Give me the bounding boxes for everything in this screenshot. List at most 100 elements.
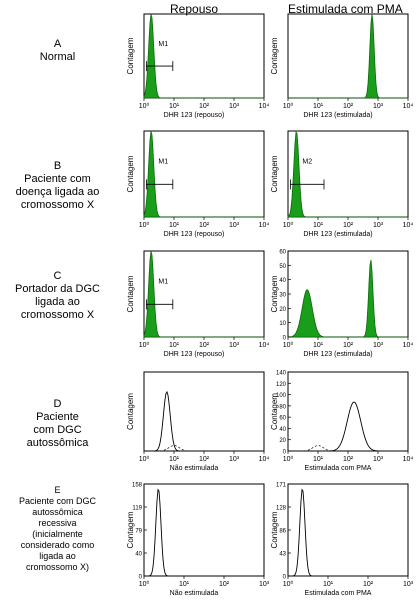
y-axis-label: Contagem xyxy=(126,155,135,192)
y-tick-label: 0 xyxy=(139,575,143,581)
chart-b-rest: Contagem M1 10⁰ 10¹ 10² 10³ 10⁴ DHR 123 (repous… xyxy=(126,127,270,248)
x-tick-label: 10² xyxy=(343,222,354,229)
x-tick-label: 10¹ xyxy=(313,103,324,110)
x-tick-label: 10³ xyxy=(373,222,384,229)
y-tick-label: 43 xyxy=(279,552,286,558)
chart-a-stimulated: Contagem 10⁰ 10¹ 10² 10³ 10⁴ DHR 123 (estimula… xyxy=(270,10,413,129)
x-tick-label: 10³ xyxy=(403,581,414,588)
y-tick-label: 0 xyxy=(283,575,287,581)
x-tick-label: 10⁰ xyxy=(283,455,294,463)
y-axis-label: Contagem xyxy=(126,37,135,74)
x-tick-label: 10¹ xyxy=(313,342,324,349)
row-label-line: cromossomo X xyxy=(20,309,95,321)
chart-c-rest: Contagem M1 10⁰ 10¹ 10² 10³ 10⁴ DHR 123 (repous… xyxy=(126,247,269,368)
y-tick-label: 79 xyxy=(135,529,142,535)
y-tick-label: 158 xyxy=(132,483,143,489)
x-tick-label: 10⁴ xyxy=(259,456,270,463)
y-axis-label: Contagem xyxy=(270,37,279,74)
x-tick-label: 10⁰ xyxy=(283,580,294,588)
histogram-series xyxy=(143,251,264,338)
y-tick-label: 119 xyxy=(132,506,142,512)
row-label-d: D Paciente com DGC autossômica xyxy=(0,398,115,450)
x-tick-label: 10¹ xyxy=(323,581,334,588)
x-axis-label: DHR 123 (repouso) xyxy=(164,112,225,119)
y-axis-label: Contagem xyxy=(270,393,279,430)
y-tick-label: 80 xyxy=(279,404,286,410)
x-tick-label: 10² xyxy=(343,342,354,349)
x-tick-label: 10² xyxy=(343,103,354,110)
x-axis-label: DHR 123 (estimulada) xyxy=(303,112,372,119)
x-tick-label: 10¹ xyxy=(169,456,180,463)
x-axis-label: DHR 123 (repouso) xyxy=(164,351,225,358)
row-letter: D xyxy=(53,398,62,410)
control-series xyxy=(144,445,264,452)
x-axis-label: DHR 123 (estimulada) xyxy=(303,351,372,358)
row-label-line: considerado como xyxy=(20,540,95,550)
x-tick-label: 10¹ xyxy=(169,103,180,110)
y-tick-label: 100 xyxy=(276,393,287,399)
y-tick-label: 60 xyxy=(279,416,286,422)
histogram-svg: Contagem 0 40 79 119 158 10⁰ 10¹ 10² 10³ Não estim… xyxy=(126,483,270,598)
row-label-line: Paciente com xyxy=(24,173,91,185)
x-tick-label: 10² xyxy=(199,342,210,349)
x-tick-label: 10¹ xyxy=(313,456,324,463)
plot-frame xyxy=(287,130,409,218)
x-tick-label: 10³ xyxy=(229,456,240,463)
x-tick-label: 10³ xyxy=(373,103,384,110)
chart-d-rest: Contagem 10⁰ 10¹ 10² 10³ 10⁴ Não estimulada xyxy=(126,368,270,482)
plot-frame xyxy=(143,371,265,452)
row-label-line: cromossomo X) xyxy=(25,562,89,572)
histogram-series xyxy=(143,14,264,99)
y-axis-label: Contagem xyxy=(270,275,279,312)
row-label-c: C Portador da DGC ligada ao cromossomo X xyxy=(0,270,115,322)
y-tick-label: 120 xyxy=(276,382,287,388)
row-label-line: autossômica xyxy=(26,437,89,449)
x-tick-label: 10² xyxy=(199,456,210,463)
gate-marker-label: M1 xyxy=(158,279,168,286)
row-label-line: autossômica xyxy=(32,507,83,517)
x-tick-label: 10⁴ xyxy=(403,342,414,349)
row-label-line: com DGC xyxy=(33,424,82,436)
row-label-line: Paciente com DGC xyxy=(18,496,97,506)
x-axis-label: Não estimulada xyxy=(170,465,219,472)
column-header-rest: Repouso xyxy=(170,2,219,16)
x-tick-label: 10¹ xyxy=(169,342,180,349)
x-tick-label: 10⁰ xyxy=(139,455,150,463)
x-tick-label: 10⁰ xyxy=(139,341,150,349)
x-tick-label: 10⁰ xyxy=(139,580,150,588)
x-tick-label: 10³ xyxy=(229,103,240,110)
y-tick-label: 50 xyxy=(279,264,286,270)
row-label-line: doença ligada ao xyxy=(15,186,100,198)
histogram-series xyxy=(288,13,408,99)
y-tick-label: 40 xyxy=(279,427,286,433)
x-tick-label: 10³ xyxy=(373,456,384,463)
x-tick-label: 10⁰ xyxy=(283,341,294,349)
row-label-line: ligada ao xyxy=(35,296,80,308)
y-axis-label: Contagem xyxy=(126,275,135,312)
x-tick-label: 10⁰ xyxy=(283,102,294,110)
row-letter: C xyxy=(53,270,62,282)
x-tick-label: 10² xyxy=(343,456,354,463)
y-tick-label: 30 xyxy=(279,293,286,299)
chart-c-stimulated: Contagem 0 10 20 30 40 50 60 10⁰ 10¹ 10² 10³ 10⁴ DHR … xyxy=(270,247,414,368)
x-tick-label: 10⁰ xyxy=(283,221,294,229)
row-label-e: E Paciente com DGC autossômica recessiva (in… xyxy=(0,485,115,573)
histogram-series xyxy=(287,131,408,218)
y-tick-label: 0 xyxy=(283,450,287,456)
x-tick-label: 10⁴ xyxy=(403,456,414,463)
column-header-stimulated: Estimulada com PMA xyxy=(288,2,403,16)
gate-marker-label: M1 xyxy=(158,41,168,48)
histogram-svg: Contagem M1 10⁰ 10¹ 10² 10³ 10⁴ DHR 123 (repous… xyxy=(126,13,269,119)
y-tick-label: 60 xyxy=(279,250,286,256)
row-label-b: B Paciente com doença ligada ao cromossomo … xyxy=(0,160,115,212)
y-tick-label: 171 xyxy=(276,483,287,489)
plot-frame xyxy=(287,13,409,99)
row-label-line: Portador da DGC xyxy=(15,283,100,295)
x-tick-label: 10⁴ xyxy=(259,222,270,229)
histogram-series xyxy=(288,488,408,577)
plot-frame xyxy=(143,250,265,338)
y-axis-label: Contagem xyxy=(126,511,135,548)
x-tick-label: 10⁰ xyxy=(139,221,150,229)
row-letter: B xyxy=(53,160,62,172)
y-tick-label: 140 xyxy=(276,371,287,377)
